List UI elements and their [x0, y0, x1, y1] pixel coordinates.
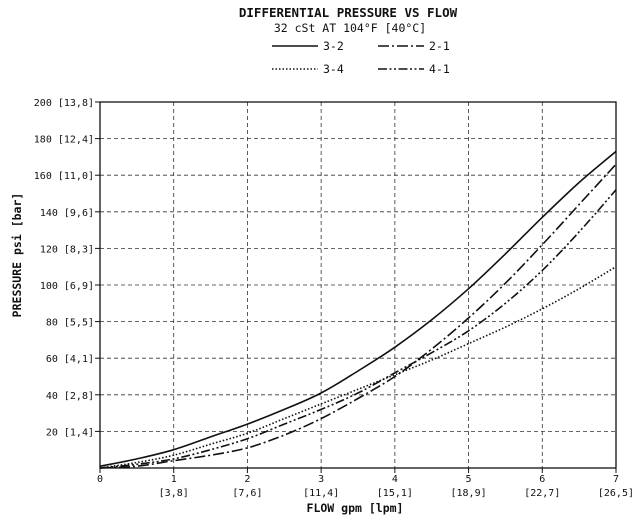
y-tick-label: 180 [12,4] — [34, 135, 94, 146]
x-tick-sublabel: [7,6] — [232, 488, 262, 499]
x-tick-sublabel: [3,8] — [159, 488, 189, 499]
x-tick-label: 1 — [171, 474, 177, 485]
x-tick-label: 0 — [97, 474, 103, 485]
y-axis-label: PRESSURE psi [bar] — [10, 193, 24, 318]
x-tick-label: 2 — [244, 474, 250, 485]
y-tick-label: 160 [11,0] — [34, 171, 94, 182]
series-line-3-4 — [99, 266, 617, 469]
x-tick-sublabel: [22,7] — [524, 488, 560, 499]
y-tick-label: 60 [4,1] — [46, 354, 94, 365]
x-tick-label: 6 — [539, 474, 545, 485]
series-line-3-2 — [99, 150, 617, 467]
y-tick-label: 200 [13,8] — [34, 98, 94, 109]
y-axis-ticks: 20 [1,4] 40 [2,8] 60 [4,1] 80 [5,5] 100 [6,9… — [34, 98, 100, 438]
y-tick-label: 100 [6,9] — [40, 281, 94, 292]
y-tick-label: 20 [1,4] — [46, 427, 94, 438]
x-tick-label: 4 — [392, 474, 398, 485]
y-tick-label: 120 [8,3] — [40, 244, 94, 255]
x-tick-sublabel: [15,1] — [377, 488, 413, 499]
legend-item-4-1: 4-1 — [378, 62, 450, 76]
legend-label-4-1: 4-1 — [429, 62, 450, 76]
y-tick-label: 40 [2,8] — [46, 391, 94, 402]
x-axis-ticks: 0 1 [3,8] 2 [7,6] 3 [11,4] 4 [15,1] 5 [18,9] 6 [22,7… — [97, 468, 634, 499]
x-tick-sublabel: [26,5] — [598, 488, 634, 499]
legend-item-2-1: 2-1 — [378, 39, 450, 53]
x-tick-label: 7 — [613, 474, 619, 485]
legend-label-3-4: 3-4 — [323, 62, 344, 76]
y-tick-label: 80 [5,5] — [46, 318, 94, 329]
legend-label-2-1: 2-1 — [429, 39, 450, 53]
y-tick-label: 140 [9,6] — [40, 208, 94, 219]
x-axis-label: FLOW gpm [lpm] — [307, 501, 404, 515]
series-line-4-1 — [99, 189, 617, 469]
x-tick-label: 5 — [466, 474, 472, 485]
x-tick-label: 3 — [318, 474, 324, 485]
chart-legend: 3-2 2-1 3-4 4-1 — [272, 39, 450, 76]
x-tick-sublabel: [18,9] — [451, 488, 487, 499]
legend-item-3-2: 3-2 — [272, 39, 344, 53]
chart-subtitle: 32 cSt AT 104°F [40°C] — [274, 21, 426, 35]
series-line-2-1 — [99, 163, 617, 469]
chart-title: DIFFERENTIAL PRESSURE VS FLOW — [239, 5, 458, 20]
x-tick-sublabel: [11,4] — [303, 488, 339, 499]
legend-label-3-2: 3-2 — [323, 39, 344, 53]
legend-item-3-4: 3-4 — [272, 62, 344, 76]
series-curves — [99, 150, 617, 469]
grid-lines — [100, 102, 616, 468]
